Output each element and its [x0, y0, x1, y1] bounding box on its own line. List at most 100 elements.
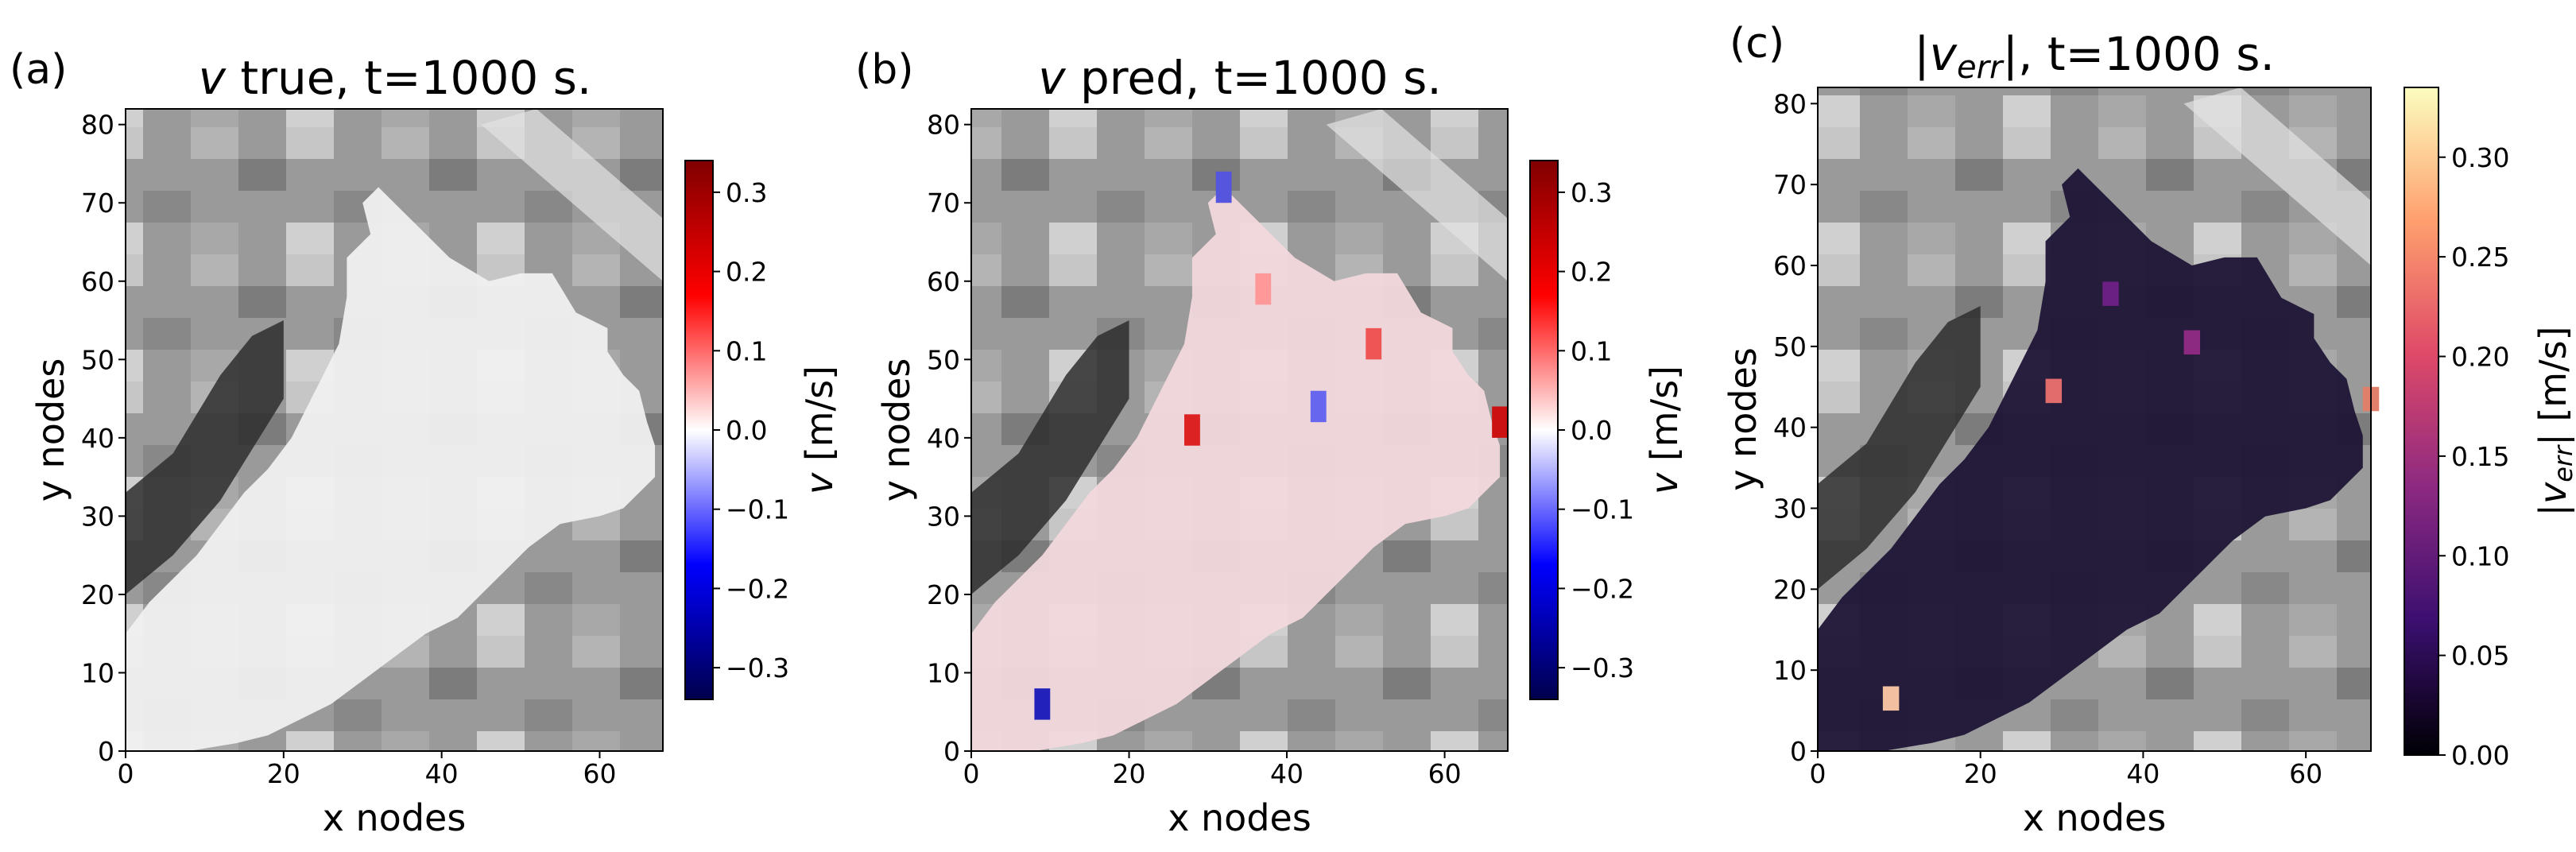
- y-tick-label: 30: [81, 501, 114, 532]
- axes-frame: [125, 108, 664, 752]
- panel-2: 0 20 40 60 0 10 20 30 40 50 60 70 80 x nodes y nodes (b…: [855, 46, 1686, 839]
- colorbar-tick-label: 0.1: [1571, 335, 1612, 366]
- title-rest: true, t=1000 s.: [226, 51, 591, 105]
- title-rest: pred, t=1000 s.: [1066, 51, 1442, 105]
- y-tick-label: 60: [81, 266, 114, 297]
- field-hotspot: [1215, 171, 1232, 203]
- field-hotspot: [1255, 273, 1272, 305]
- y-axis-label: y nodes: [875, 358, 918, 502]
- y-tick-label: 20: [1773, 574, 1807, 605]
- colorbar-label: v [m/s]: [1643, 366, 1686, 494]
- axes-frame: [970, 108, 1509, 752]
- colorbar: [2404, 87, 2439, 756]
- title-variable: v: [1930, 27, 1958, 81]
- colorbar-tick-label: −0.1: [1571, 494, 1634, 525]
- x-tick-label: 60: [1428, 758, 1462, 789]
- field-hotspot: [1034, 688, 1051, 720]
- chart-title: |verr|, t=1000 s.: [1914, 27, 2275, 86]
- field-hotspot: [1882, 686, 1900, 711]
- colorbar: [1529, 160, 1559, 700]
- x-tick-label: 20: [1113, 758, 1146, 789]
- x-tick-label: 0: [118, 758, 134, 789]
- x-tick-label: 0: [1810, 758, 1826, 789]
- colorbar-tick-label: 0.2: [726, 257, 767, 288]
- x-axis-label: x nodes: [2023, 796, 2167, 839]
- y-tick-label: 20: [927, 579, 960, 610]
- y-tick-label: 40: [1773, 412, 1807, 443]
- y-tick-label: 80: [81, 110, 114, 141]
- colorbar-tick-label: 0.05: [2451, 641, 2509, 672]
- y-tick-label: 70: [81, 188, 114, 219]
- colorbar-tick-label: 0.00: [2451, 740, 2509, 771]
- x-tick-label: 0: [963, 758, 980, 789]
- colorbar-tick-label: −0.2: [1571, 573, 1634, 604]
- colorbar-tick-label: 0.20: [2451, 342, 2509, 373]
- flow-field: [126, 187, 656, 751]
- x-tick-label: 40: [1270, 758, 1303, 789]
- panel-label: (c): [1730, 20, 1784, 68]
- y-tick-label: 70: [1773, 169, 1807, 200]
- colorbar-label: |verr| [m/s]: [2531, 326, 2576, 516]
- cb-variable: v: [1643, 472, 1686, 494]
- cb-subscript: err: [2548, 444, 2576, 482]
- y-tick-label: 60: [927, 266, 960, 297]
- chart-title: v true, t=1000 s.: [199, 51, 592, 105]
- terrain-ridge: [2183, 87, 2371, 266]
- colorbar-tick-label: 0.0: [726, 415, 767, 446]
- colorbar: [684, 160, 714, 700]
- y-tick-label: 0: [98, 736, 114, 767]
- panel-3: 0 20 40 60 0 10 20 30 40 50 60 70 80 x nodes y nodes (c…: [1722, 20, 2576, 839]
- colorbar-label: v [m/s]: [798, 366, 841, 494]
- field-hotspot: [2045, 378, 2063, 404]
- y-tick-label: 50: [927, 344, 960, 375]
- title-bar-left: |: [1914, 27, 1930, 81]
- chart-title: v pred, t=1000 s.: [1038, 51, 1442, 105]
- colorbar-tick-label: 0.0: [1571, 415, 1612, 446]
- panel-label: (b): [855, 46, 914, 94]
- y-tick-label: 40: [81, 423, 114, 454]
- field-hotspot: [1184, 414, 1200, 446]
- cb-unit: [m/s]: [1643, 366, 1686, 473]
- x-tick-label: 20: [267, 758, 300, 789]
- field-hotspot: [2183, 330, 2201, 355]
- cb-bar-left: |: [2531, 504, 2575, 517]
- axes-frame: [1817, 87, 2372, 752]
- colorbar-tick-label: 0.3: [726, 177, 767, 208]
- y-tick-label: 30: [1773, 494, 1807, 525]
- terrain-shadow: [126, 320, 284, 594]
- y-tick-label: 60: [1773, 250, 1807, 281]
- title-bar-right: |, t=1000 s.: [2002, 27, 2274, 81]
- colorbar-tick-label: 0.2: [1571, 257, 1612, 288]
- y-axis-label: y nodes: [1722, 347, 1764, 491]
- x-tick-label: 60: [2289, 758, 2322, 789]
- y-tick-label: 10: [1773, 655, 1807, 686]
- cb-unit: | [m/s]: [2531, 326, 2575, 445]
- x-tick-label: 20: [1964, 758, 1997, 789]
- field-hotspot: [1492, 406, 1508, 438]
- title-subscript: err: [1957, 49, 2005, 86]
- y-tick-label: 80: [927, 110, 960, 141]
- y-tick-label: 0: [943, 736, 960, 767]
- panel-1: 0 20 40 60 0 10 20 30 40 50 60 70 80 x nodes y nodes (a…: [10, 46, 841, 839]
- terrain-shadow: [971, 320, 1129, 594]
- field-hotspot: [1310, 390, 1327, 423]
- y-tick-label: 20: [81, 579, 114, 610]
- y-tick-label: 30: [927, 501, 960, 532]
- colorbar-tick-label: 0.1: [726, 335, 767, 366]
- colorbar-tick-label: 0.30: [2451, 142, 2509, 173]
- y-tick-label: 50: [81, 344, 114, 375]
- x-axis-label: x nodes: [1168, 796, 1311, 839]
- cb-variable: v: [798, 472, 841, 494]
- y-tick-label: 0: [1790, 736, 1807, 767]
- x-axis-label: x nodes: [323, 796, 467, 839]
- colorbar-tick-label: −0.3: [1571, 653, 1634, 684]
- x-tick-label: 40: [2126, 758, 2160, 789]
- colorbar-tick-label: 0.25: [2451, 242, 2509, 273]
- colorbar-tick-label: −0.3: [726, 653, 789, 684]
- colorbar-tick-label: 0.3: [1571, 177, 1612, 208]
- colorbar-tick-label: 0.10: [2451, 540, 2509, 571]
- y-tick-label: 80: [1773, 88, 1807, 119]
- colorbar-tick-label: 0.15: [2451, 441, 2509, 472]
- title-variable: v: [1038, 51, 1067, 105]
